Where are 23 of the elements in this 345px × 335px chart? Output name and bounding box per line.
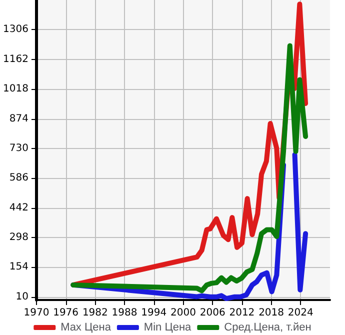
x-tick-label: 1982: [82, 308, 108, 318]
y-tick-label: 1306: [2, 24, 28, 36]
x-tick-label: 2024: [288, 308, 314, 318]
x-tick-label: 2012: [229, 308, 255, 318]
y-tick-label: 1018: [2, 84, 28, 95]
x-tick-label: 2018: [258, 308, 284, 318]
x-tick-label: 1988: [112, 308, 138, 318]
legend-label: Сред.Цена, т.йен: [224, 322, 312, 334]
y-tick-label: 298: [9, 232, 28, 244]
x-tick-label: 2006: [200, 308, 226, 318]
y-tick-label: 730: [9, 142, 28, 154]
x-tick-label: 1970: [24, 308, 50, 318]
y-tick-label: 586: [9, 172, 28, 184]
y-tick-label: 874: [9, 113, 28, 124]
legend-label: Max Цена: [60, 322, 112, 334]
x-tick-label: 1976: [53, 308, 79, 318]
x-tick-label: 1994: [141, 308, 167, 318]
y-tick-label: 1162: [2, 54, 28, 65]
x-tick-label: 2000: [170, 308, 196, 318]
y-tick-label: 442: [9, 202, 28, 214]
y-tick-label: 154: [9, 262, 28, 273]
legend-label: Min Цена: [144, 322, 192, 334]
y-tick-label: 10: [16, 291, 28, 302]
